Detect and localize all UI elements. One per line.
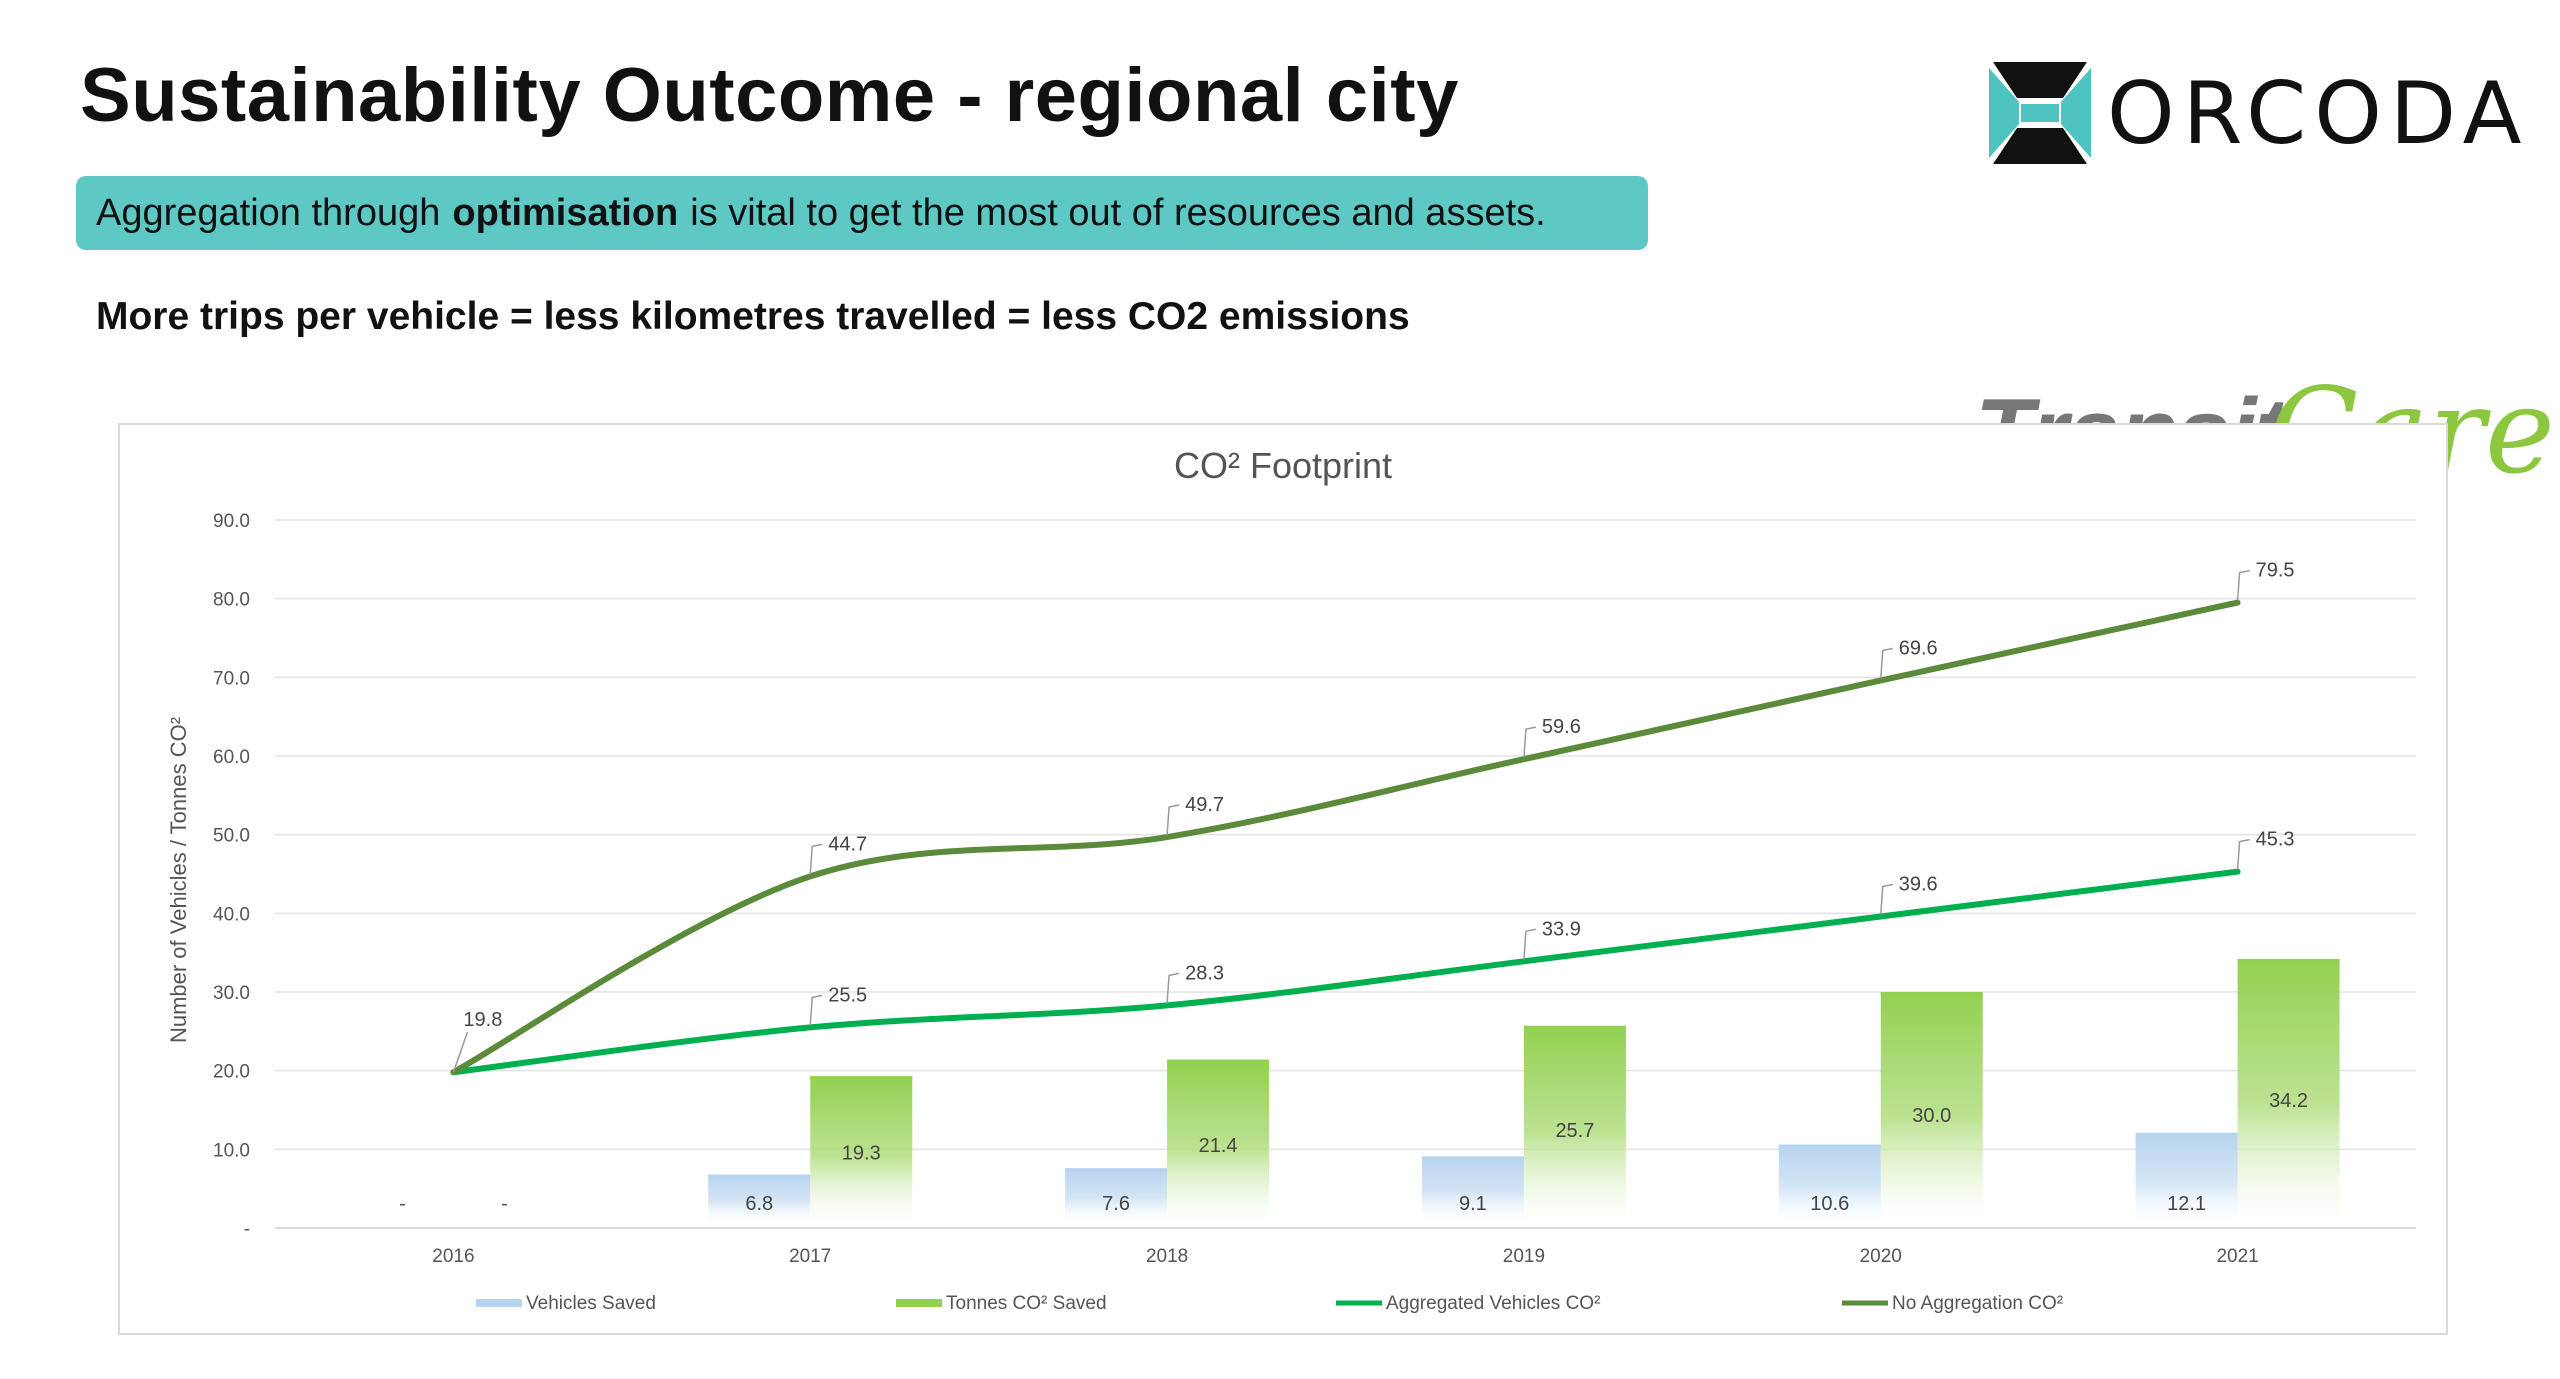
- banner-text-emphasis: optimisation: [452, 191, 679, 234]
- y-axis-ticks: - 10.0 20.0 30.0 40.0 50.0 60.0 70.0 80.0 90.0: [213, 511, 250, 1240]
- bar: [1880, 992, 1983, 1222]
- line-value-label: 25.5: [828, 984, 867, 1006]
- bar-value-label: 19.3: [842, 1143, 881, 1165]
- line-value-label: 28.3: [1185, 962, 1224, 984]
- co2-footprint-chart: CO² Footprint Number of Vehicles / Tonne…: [118, 423, 2448, 1335]
- bar: [708, 1174, 811, 1222]
- bar-value-label: 12.1: [2167, 1193, 2206, 1215]
- line-value-label: 79.5: [2256, 560, 2295, 582]
- bar: [1065, 1168, 1168, 1222]
- bar-top-edge: [1880, 992, 1983, 995]
- y-tick-label: 90.0: [213, 511, 250, 532]
- orcoda-logo: ORCODA: [1985, 58, 2545, 168]
- banner-text-end: is vital to get the most out of resource…: [690, 191, 1546, 234]
- orcoda-mark-icon: [1989, 62, 2091, 164]
- bar-top-edge: [1065, 1168, 1168, 1172]
- line-value-label: 33.9: [1542, 918, 1581, 940]
- bar: [1167, 1059, 1270, 1222]
- y-tick-label: 70.0: [213, 668, 250, 689]
- chart-canvas: CO² Footprint Number of Vehicles / Tonne…: [166, 445, 2416, 1314]
- leader-line: [1166, 804, 1180, 836]
- x-axis-ticks: 2016 2017 2018 2019 2020 2021: [432, 1246, 2258, 1267]
- bar-value-label: 7.6: [1102, 1193, 1130, 1215]
- bar: [2135, 1132, 2238, 1222]
- legend-label: Tonnes CO² Saved: [946, 1293, 1107, 1314]
- line-value-label: 59.6: [1542, 716, 1581, 738]
- line-value-label: 45.3: [2256, 829, 2295, 851]
- equation-statement: More trips per vehicle = less kilometres…: [96, 295, 1410, 338]
- line-value-label: 69.6: [1899, 637, 1938, 659]
- x-tick-label: 2016: [432, 1246, 474, 1267]
- leader-line: [1880, 883, 1893, 915]
- line-value-label: 44.7: [828, 833, 867, 855]
- y-axis-label: Number of Vehicles / Tonnes CO²: [166, 717, 191, 1043]
- line-value-label: 49.7: [1185, 794, 1224, 816]
- bar-value-label: 25.7: [1555, 1120, 1594, 1142]
- bar-top-edge: [2237, 958, 2340, 962]
- bar-value-label: 9.1: [1459, 1193, 1487, 1215]
- banner-text-start: Aggregation through: [96, 191, 441, 234]
- slide-title: Sustainability Outcome - regional city: [80, 53, 1459, 138]
- bar-value-label: 30.0: [1912, 1105, 1951, 1127]
- gridlines: [275, 519, 2416, 1229]
- bar-value-label: 21.4: [1199, 1135, 1238, 1157]
- bar-top-edge: [1421, 1156, 1524, 1160]
- chart-legend: Vehicles Saved Tonnes CO² Saved Aggregated…: [476, 1293, 2063, 1314]
- x-tick-label: 2019: [1503, 1246, 1545, 1267]
- line-value-label: 39.6: [1899, 873, 1938, 895]
- bar-top-edge: [1523, 1025, 1626, 1029]
- bar: [810, 1076, 913, 1222]
- chart-title: CO² Footprint: [1174, 445, 1392, 486]
- bar-value-label: 6.8: [745, 1193, 773, 1215]
- legend-label: No Aggregation CO²: [1892, 1293, 2063, 1314]
- bar-value-label: 10.6: [1810, 1193, 1849, 1215]
- y-tick-label: 50.0: [213, 826, 250, 847]
- x-tick-label: 2021: [2216, 1246, 2258, 1267]
- leader-line: [452, 1031, 469, 1073]
- leader-line: [809, 994, 823, 1026]
- bar: [1778, 1144, 1881, 1222]
- y-tick-label: 60.0: [213, 747, 250, 768]
- line-value-label: 19.8: [463, 1009, 502, 1031]
- leader-line: [2236, 569, 2250, 601]
- leader-line: [1523, 928, 1537, 960]
- bar-value-label: 34.2: [2269, 1090, 2308, 1112]
- bar: [1421, 1156, 1524, 1222]
- y-tick-label: -: [244, 1219, 250, 1240]
- leader-line: [1523, 726, 1537, 758]
- leader-line: [2236, 838, 2250, 870]
- leader-line: [1166, 972, 1180, 1004]
- y-tick-label: 40.0: [213, 904, 250, 925]
- lines: [450, 599, 2241, 1076]
- bar-top-edge: [1778, 1144, 1881, 1148]
- x-tick-label: 2020: [1860, 1246, 1902, 1267]
- key-message-banner: Aggregation through optimisation is vita…: [76, 176, 1648, 250]
- y-tick-label: 30.0: [213, 983, 250, 1004]
- data-labels: - 6.8 7.6 9.1 10.6 12.1 - 19.3 21.4 25.7 30.0 34.2 2…: [399, 560, 2308, 1215]
- y-tick-label: 80.0: [213, 590, 250, 611]
- bar-top-edge: [1167, 1059, 1270, 1063]
- series-line: [450, 599, 2241, 1076]
- bar-value-label: -: [399, 1193, 406, 1215]
- bar-top-edge: [810, 1076, 913, 1080]
- series-line: [450, 868, 2241, 1076]
- x-tick-label: 2017: [789, 1246, 831, 1267]
- bar: [2237, 958, 2340, 1222]
- x-tick-label: 2018: [1146, 1246, 1188, 1267]
- orcoda-wordmark: ORCODA: [2107, 64, 2530, 164]
- legend-label: Aggregated Vehicles CO²: [1386, 1293, 1600, 1314]
- bar-top-edge: [708, 1174, 811, 1178]
- bar-value-label: -: [501, 1193, 508, 1215]
- legend-label: Vehicles Saved: [526, 1293, 656, 1314]
- bar-top-edge: [2135, 1132, 2238, 1136]
- leader-line: [1880, 647, 1893, 679]
- y-tick-label: 10.0: [213, 1140, 250, 1161]
- bar: [1523, 1025, 1626, 1222]
- leader-line: [809, 843, 823, 875]
- y-tick-label: 20.0: [213, 1062, 250, 1083]
- bars: [708, 958, 2340, 1222]
